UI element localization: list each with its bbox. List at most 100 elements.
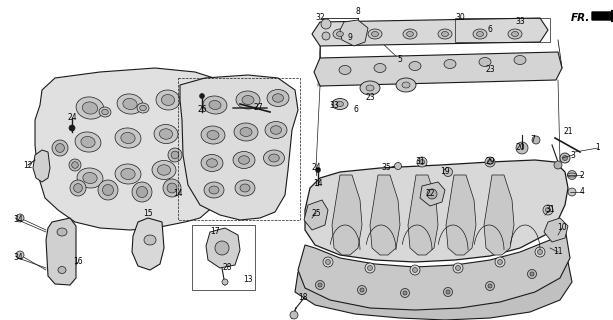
Ellipse shape <box>368 29 382 39</box>
Circle shape <box>316 167 321 172</box>
Circle shape <box>318 283 322 287</box>
Circle shape <box>563 156 568 161</box>
Ellipse shape <box>209 100 221 109</box>
Text: 24: 24 <box>67 114 77 123</box>
Circle shape <box>427 189 437 199</box>
Polygon shape <box>314 52 562 86</box>
Polygon shape <box>180 75 298 220</box>
Polygon shape <box>46 218 76 285</box>
Circle shape <box>321 19 331 29</box>
Text: 34: 34 <box>13 215 23 225</box>
Circle shape <box>446 290 450 294</box>
Text: 10: 10 <box>557 223 567 233</box>
Circle shape <box>568 171 576 180</box>
Ellipse shape <box>438 29 452 39</box>
Ellipse shape <box>207 131 219 140</box>
Polygon shape <box>544 218 568 242</box>
Ellipse shape <box>121 132 135 144</box>
Ellipse shape <box>233 151 255 169</box>
Circle shape <box>543 205 553 215</box>
Text: 9: 9 <box>348 34 352 43</box>
Circle shape <box>532 136 540 144</box>
Text: 28: 28 <box>223 263 232 273</box>
Text: 27: 27 <box>253 103 263 113</box>
Text: 7: 7 <box>531 135 535 145</box>
Ellipse shape <box>268 154 280 162</box>
Circle shape <box>535 247 545 257</box>
Circle shape <box>485 157 495 167</box>
Ellipse shape <box>514 55 526 65</box>
Ellipse shape <box>396 78 416 92</box>
Circle shape <box>163 179 181 197</box>
Ellipse shape <box>332 99 348 109</box>
Circle shape <box>443 167 452 177</box>
Text: 22: 22 <box>425 188 435 197</box>
Circle shape <box>413 268 417 273</box>
Circle shape <box>560 153 570 163</box>
Text: 35: 35 <box>381 164 391 172</box>
Circle shape <box>171 151 179 159</box>
Circle shape <box>137 187 148 197</box>
Polygon shape <box>295 258 572 320</box>
Ellipse shape <box>156 90 180 110</box>
Ellipse shape <box>204 182 224 198</box>
Ellipse shape <box>403 29 417 39</box>
Ellipse shape <box>265 122 287 139</box>
Text: 23: 23 <box>365 93 375 102</box>
Polygon shape <box>592 10 613 22</box>
Text: 31: 31 <box>415 157 425 166</box>
Circle shape <box>74 184 82 192</box>
Ellipse shape <box>476 31 484 36</box>
Circle shape <box>72 162 78 168</box>
Circle shape <box>215 241 229 255</box>
Polygon shape <box>206 228 240 268</box>
Ellipse shape <box>81 136 95 148</box>
Ellipse shape <box>402 82 410 88</box>
Ellipse shape <box>264 150 284 166</box>
Text: 2: 2 <box>580 171 584 180</box>
Text: 34: 34 <box>13 253 23 262</box>
Ellipse shape <box>99 107 111 117</box>
Text: 30: 30 <box>455 13 465 22</box>
Text: 8: 8 <box>356 7 360 17</box>
Circle shape <box>52 140 68 156</box>
Ellipse shape <box>270 126 281 134</box>
Ellipse shape <box>76 97 104 119</box>
Text: 20: 20 <box>515 143 525 153</box>
Ellipse shape <box>240 127 252 137</box>
Circle shape <box>290 311 298 319</box>
Text: 26: 26 <box>197 106 207 115</box>
Ellipse shape <box>409 61 421 70</box>
Ellipse shape <box>406 31 414 36</box>
Text: 11: 11 <box>554 247 563 257</box>
Circle shape <box>485 282 495 291</box>
Ellipse shape <box>77 168 103 188</box>
Polygon shape <box>408 175 438 255</box>
Circle shape <box>98 180 118 200</box>
Circle shape <box>323 257 333 267</box>
Circle shape <box>417 157 427 167</box>
Circle shape <box>395 163 402 170</box>
Circle shape <box>102 185 113 196</box>
Polygon shape <box>305 160 568 262</box>
Text: 1: 1 <box>596 143 600 153</box>
Polygon shape <box>340 20 368 46</box>
Ellipse shape <box>242 95 254 105</box>
Circle shape <box>400 289 409 298</box>
Ellipse shape <box>473 29 487 39</box>
Ellipse shape <box>115 128 141 148</box>
Ellipse shape <box>235 180 255 196</box>
Ellipse shape <box>366 85 374 91</box>
Circle shape <box>70 180 86 196</box>
Text: 25: 25 <box>311 209 321 218</box>
Text: 29: 29 <box>485 157 495 166</box>
Text: 18: 18 <box>299 293 308 302</box>
Circle shape <box>568 188 576 196</box>
Circle shape <box>546 207 550 212</box>
Ellipse shape <box>441 31 449 36</box>
Ellipse shape <box>234 123 258 141</box>
Ellipse shape <box>273 94 283 102</box>
Circle shape <box>132 182 152 202</box>
Ellipse shape <box>238 156 249 164</box>
Circle shape <box>403 291 407 295</box>
